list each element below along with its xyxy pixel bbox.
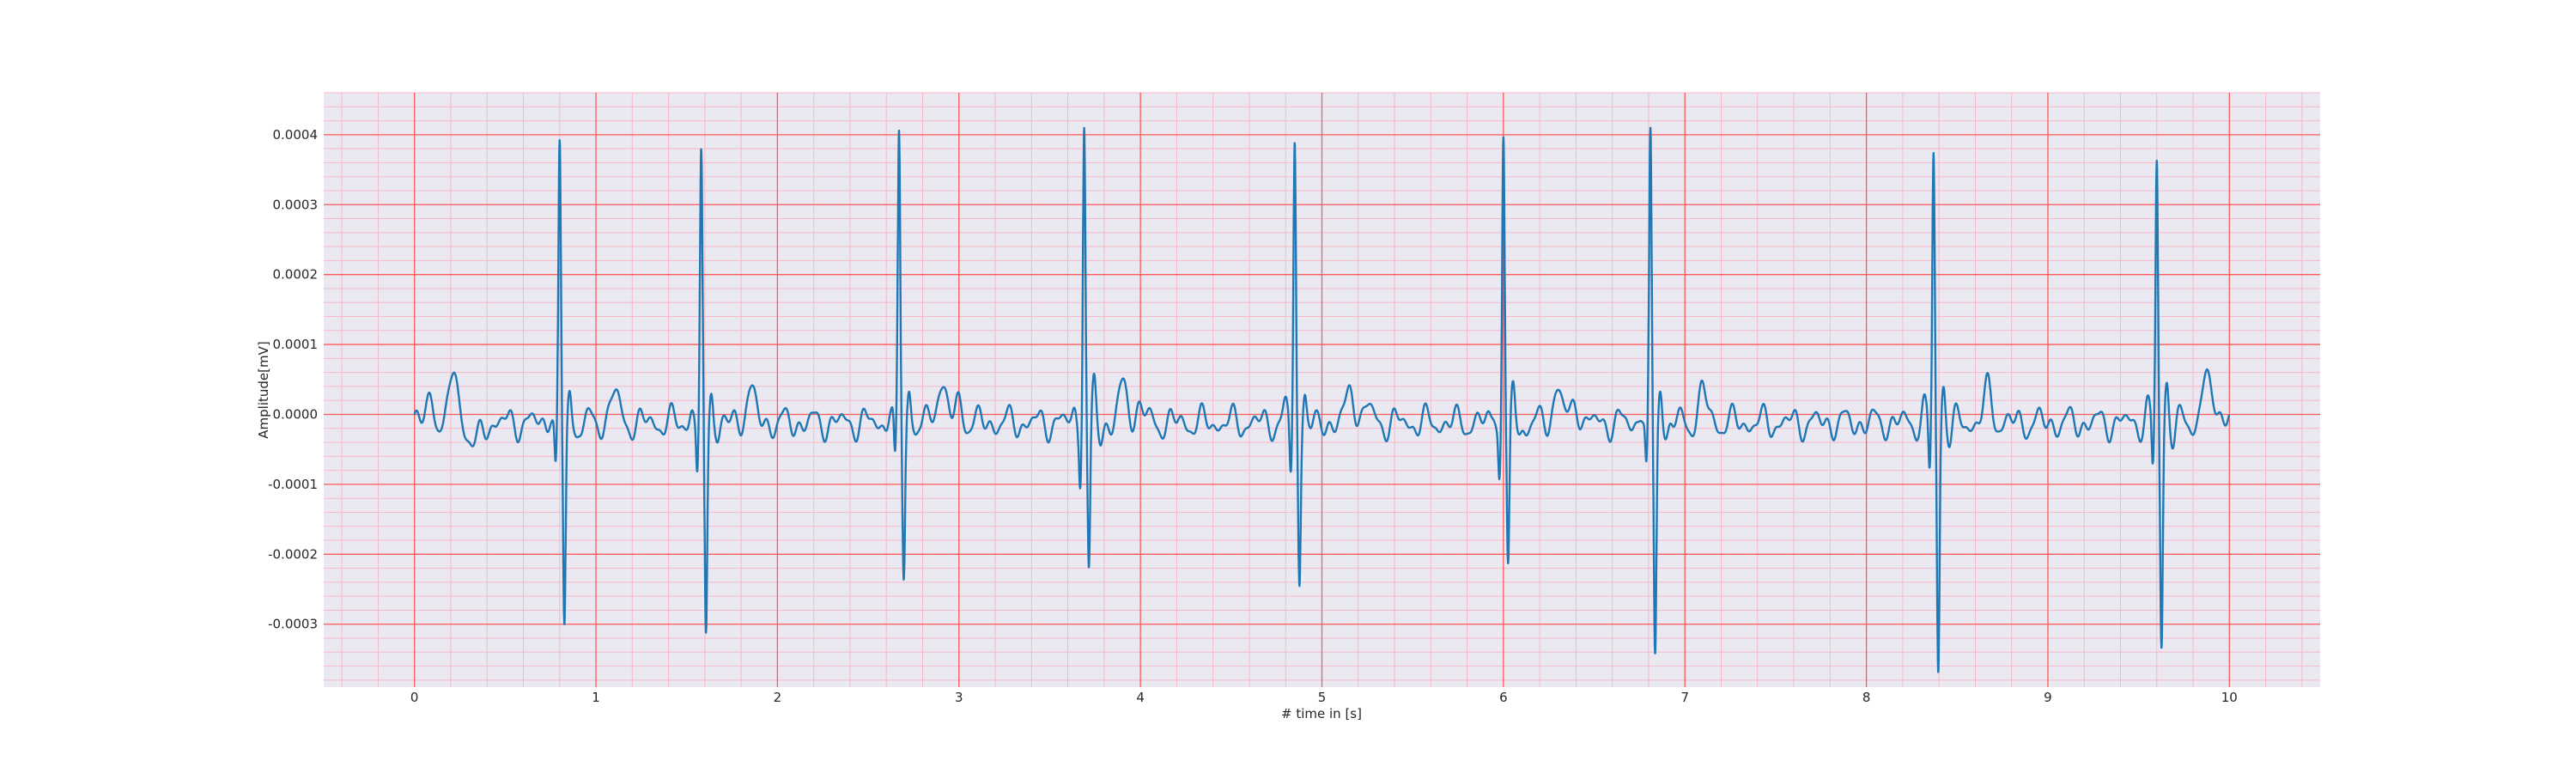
y-axis-label: Amplitude[mV]: [256, 341, 271, 438]
x-axis-label: # time in [s]: [1281, 706, 1362, 721]
y-tick-label: 0.0003: [273, 197, 319, 212]
y-tick-label: 0.0004: [273, 127, 319, 143]
y-tick-label: -0.0003: [268, 617, 318, 632]
y-tick-label: 0.0001: [273, 337, 319, 352]
x-tick-label: 8: [1862, 690, 1871, 705]
y-tick-label: -0.0002: [268, 546, 318, 562]
x-tick-label: 9: [2044, 690, 2052, 705]
x-tick-label: 3: [955, 690, 963, 705]
x-axis-ticks: 0 1 2 3 4 5 6 7 8 9 10: [410, 690, 2238, 705]
x-tick-label: 2: [774, 690, 782, 705]
series-line: [413, 126, 2231, 673]
x-tick-label: 10: [2221, 690, 2238, 705]
major-grid: [324, 93, 2320, 687]
x-tick-label: 7: [1680, 690, 1689, 705]
y-tick-label: 0.0002: [273, 267, 319, 283]
x-tick-label: 0: [410, 690, 419, 705]
y-tick-label: -0.0001: [268, 477, 318, 492]
y-axis-ticks: -0.0003 -0.0002 -0.0001 0.0000 0.0001 0.0002 0…: [268, 127, 318, 632]
x-tick-label: 6: [1499, 690, 1508, 705]
x-tick-label: 1: [592, 690, 600, 705]
x-tick-label: 5: [1318, 690, 1327, 705]
y-tick-label: 0.0000: [273, 406, 319, 422]
x-tick-label: 4: [1136, 690, 1145, 705]
